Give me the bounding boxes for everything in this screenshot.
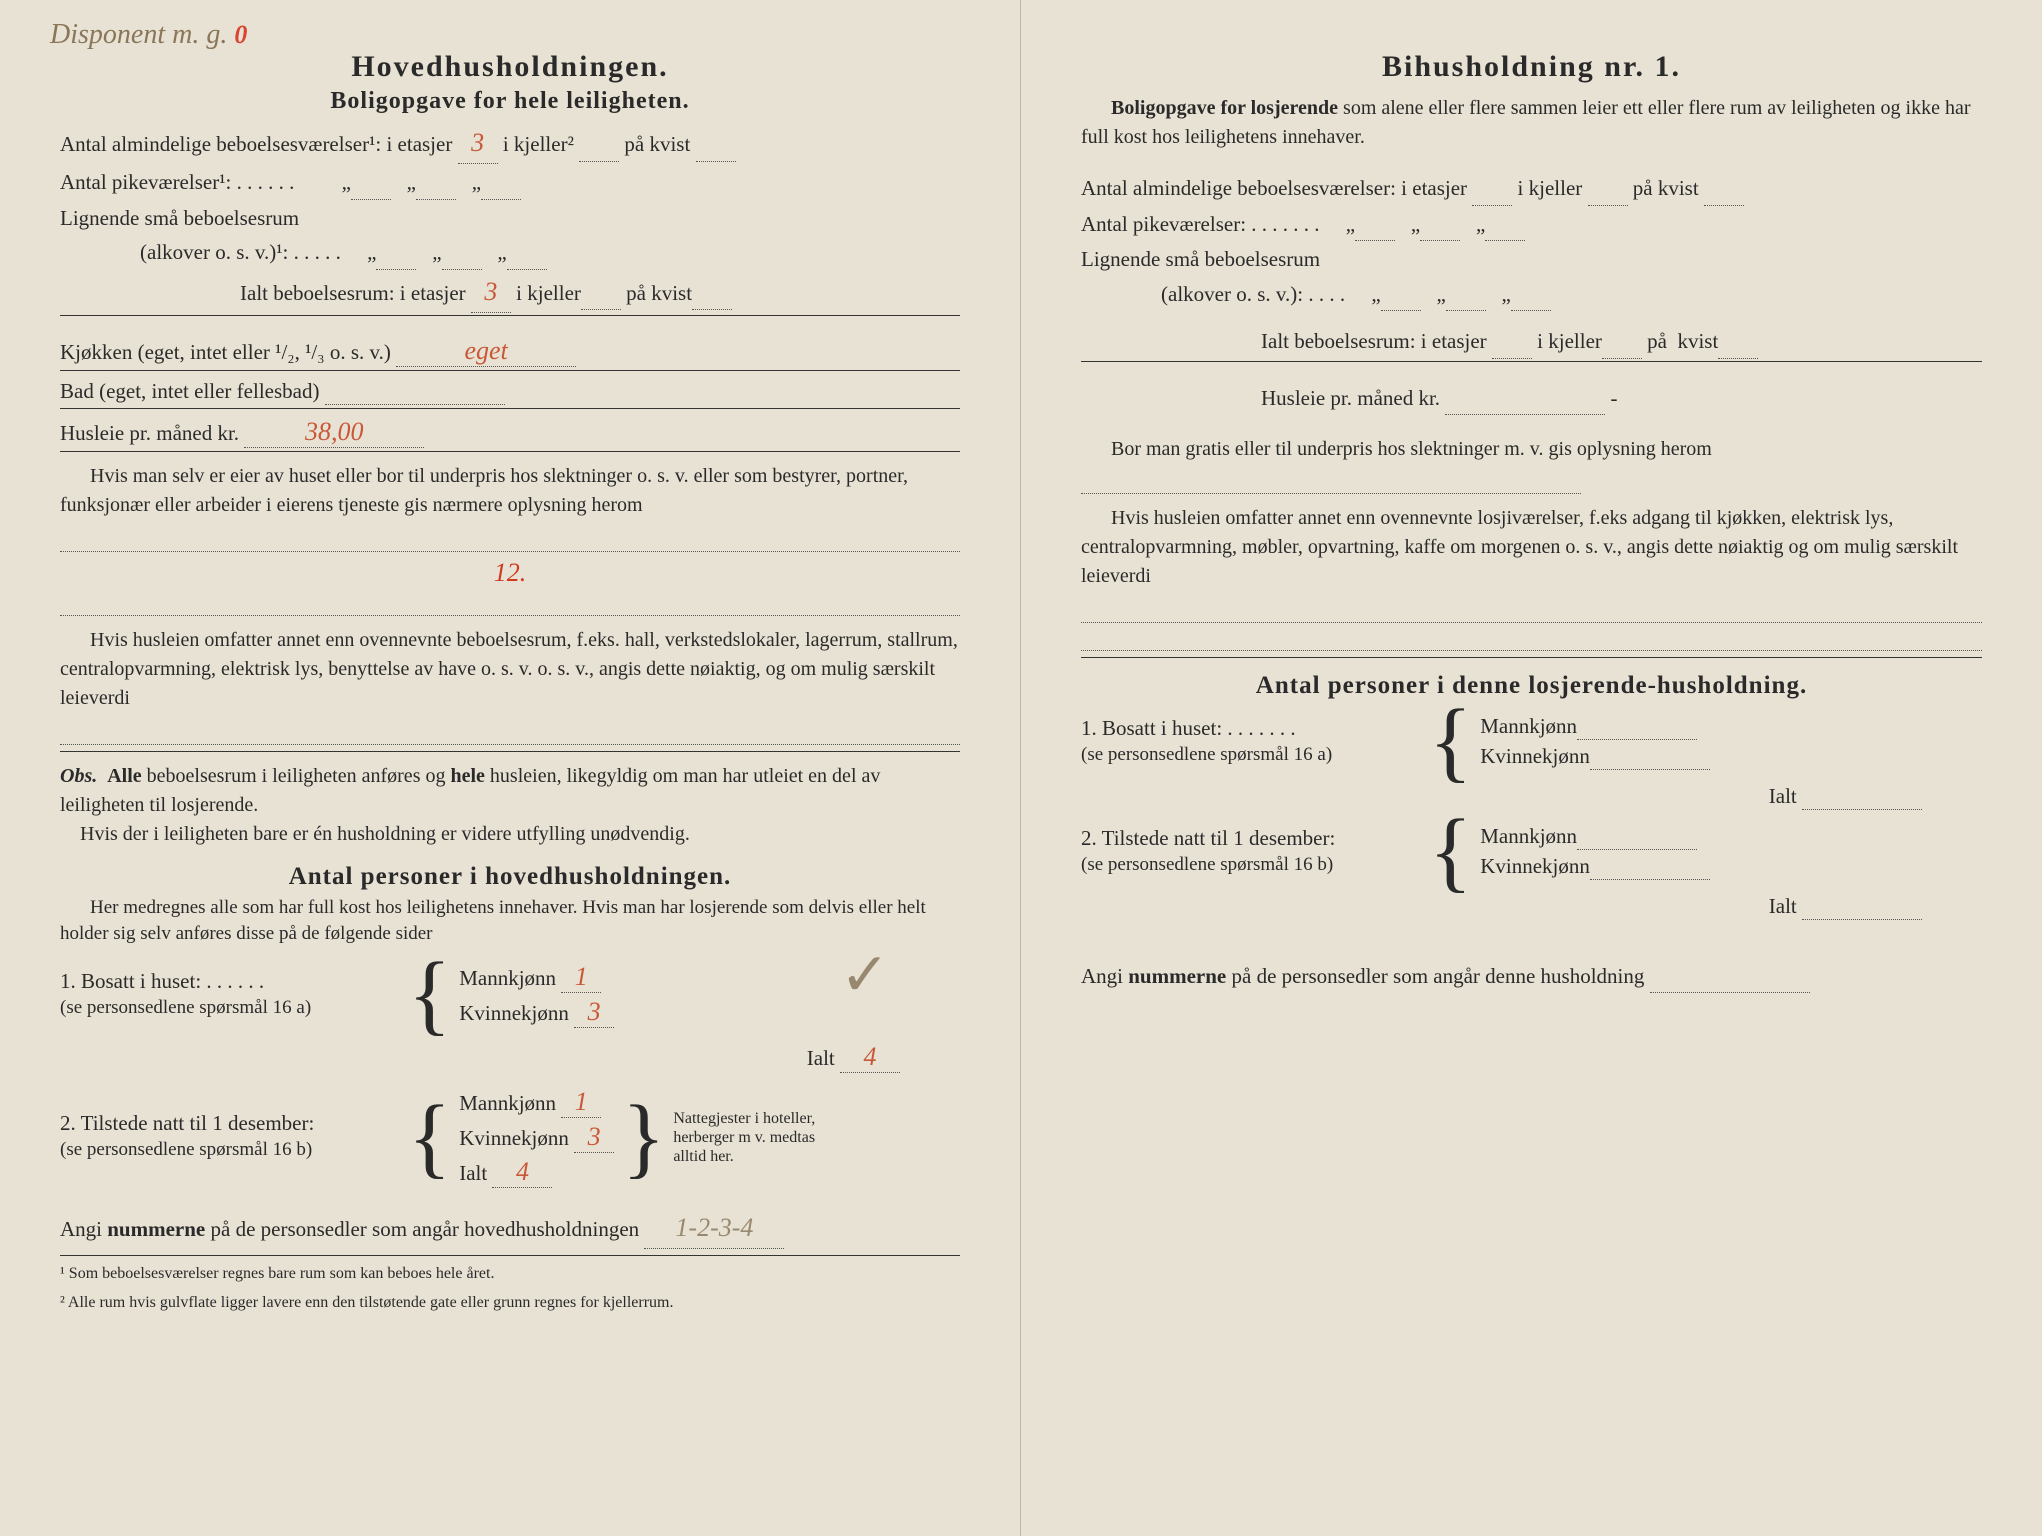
angi-val: 1-2-3-4 bbox=[644, 1208, 784, 1249]
census-form-spread: Disponent m. g. 0 Hovedhusholdningen. Bo… bbox=[0, 0, 2042, 1536]
r-grid-bosatt: 1. Bosatt i huset: . . . . . . . (se per… bbox=[1081, 710, 1982, 774]
brace-icon: { bbox=[400, 963, 459, 1026]
footnote-2: ² Alle rum hvis gulvflate ligger lavere … bbox=[60, 1293, 960, 1314]
v-ialt1: 4 bbox=[840, 1042, 900, 1073]
corner-text: Disponent m. g. bbox=[50, 19, 227, 50]
checkmark-icon: ✓ bbox=[840, 940, 890, 1010]
sub-title: Boligopgave for hele leiligheten. bbox=[60, 88, 960, 115]
para-husleie: Hvis husleien omfatter annet enn ovennev… bbox=[60, 626, 960, 713]
v-ialt2: 4 bbox=[492, 1157, 552, 1188]
red-zero: 0 bbox=[234, 20, 247, 49]
r-line-lign1: Lignende små beboelsesrum bbox=[1081, 243, 1982, 276]
line-lign2: (alkover o. s. v.)¹: . . . . . „ „ „ bbox=[60, 236, 960, 270]
red-12: 12. bbox=[60, 558, 960, 588]
persons-sub: Her medregnes alle som har full kost hos… bbox=[60, 895, 960, 948]
v-kvinne1: 3 bbox=[574, 997, 614, 1028]
r-husleie: Husleie pr. måned kr. - bbox=[1081, 382, 1982, 416]
line-pike: Antal pikeværelser¹: . . . . . . „ „ „ bbox=[60, 166, 960, 200]
kj-val: eget bbox=[396, 336, 576, 367]
intro-para: Boligopgave for losjerende som alene ell… bbox=[1081, 94, 1982, 152]
natt-note: Nattegjester i hoteller, herberger m v. … bbox=[673, 1109, 843, 1167]
brace-icon: } bbox=[614, 1106, 673, 1169]
obs-block: Obs. Alle beboelsesrum i leiligheten anf… bbox=[60, 762, 960, 849]
para-eier: Hvis man selv er eier av huset eller bor… bbox=[60, 462, 960, 520]
corner-annotation: Disponent m. g. 0 bbox=[50, 20, 247, 51]
v-kvinne2: 3 bbox=[574, 1122, 614, 1153]
r-grid-tilstede: 2. Tilstede natt til 1 desember: (se per… bbox=[1081, 820, 1982, 884]
angi-line: Angi nummerne på de personsedler som ang… bbox=[60, 1208, 960, 1249]
footnote-1: ¹ Som beboelsesværelser regnes bare rum … bbox=[60, 1264, 960, 1285]
kj-line: Kjøkken (eget, intet eller ¹/₂, ¹/₃ o. s… bbox=[60, 336, 960, 371]
val-ialt-etasjer: 3 bbox=[471, 272, 511, 313]
v-mann1: 1 bbox=[561, 962, 601, 993]
val-etasjer: 3 bbox=[458, 123, 498, 164]
line-ialt: Ialt beboelsesrum: i etasjer 3 i kjeller… bbox=[60, 272, 960, 316]
husleie-val: 38,00 bbox=[244, 417, 424, 448]
r-angi-line: Angi nummerne på de personsedler som ang… bbox=[1081, 960, 1982, 994]
brace-icon: { bbox=[1421, 820, 1480, 883]
r-persons-title: Antal personer i denne losjerende-hushol… bbox=[1081, 672, 1982, 700]
brace-icon: { bbox=[1421, 710, 1480, 773]
r-line-ialt: Ialt beboelsesrum: i etasjer i kjeller p… bbox=[1081, 325, 1982, 362]
grid-bosatt: 1. Bosatt i huset: . . . . . . (se perso… bbox=[60, 958, 960, 1032]
right-page: Bihusholdning nr. 1. Boligopgave for los… bbox=[1021, 0, 2042, 1536]
line-alm-rooms: Antal almindelige beboelsesværelser¹: i … bbox=[60, 123, 960, 164]
r-line-lign2: (alkover o. s. v.): . . . . „ „ „ bbox=[1081, 278, 1982, 312]
brace-icon: { bbox=[400, 1106, 459, 1169]
bad-line: Bad (eget, intet eller fellesbad) bbox=[60, 379, 960, 409]
grid-tilstede: 2. Tilstede natt til 1 desember: (se per… bbox=[60, 1083, 960, 1192]
left-page: Disponent m. g. 0 Hovedhusholdningen. Bo… bbox=[0, 0, 1021, 1536]
v-mann2: 1 bbox=[561, 1087, 601, 1118]
husleie-line: Husleie pr. måned kr. 38,00 bbox=[60, 417, 960, 452]
line-lign1: Lignende små beboelsesrum bbox=[60, 202, 960, 235]
r-para-husleie: Hvis husleien omfatter annet enn ovennev… bbox=[1081, 504, 1982, 591]
main-title-right: Bihusholdning nr. 1. bbox=[1081, 50, 1982, 84]
r-line-pike: Antal pikeværelser: . . . . . . . „ „ „ bbox=[1081, 208, 1982, 242]
r-line-alm: Antal almindelige beboelsesværelser: i e… bbox=[1081, 172, 1982, 206]
r-para-gratis: Bor man gratis eller til underpris hos s… bbox=[1081, 435, 1982, 494]
main-title: Hovedhusholdningen. bbox=[60, 50, 960, 84]
persons-title: Antal personer i hovedhusholdningen. bbox=[60, 863, 960, 891]
